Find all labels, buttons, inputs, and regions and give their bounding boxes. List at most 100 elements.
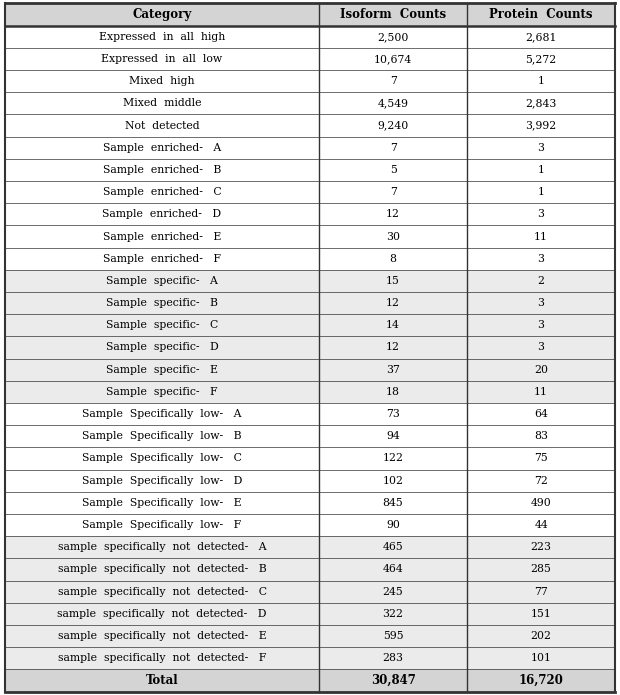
Bar — [319, 3, 467, 26]
Bar — [319, 225, 467, 247]
Text: Sample  specific-   D: Sample specific- D — [105, 343, 218, 352]
Text: sample  specifically  not  detected-   F: sample specifically not detected- F — [58, 653, 266, 663]
Text: Expressed  in  all  low: Expressed in all low — [102, 54, 223, 64]
Bar — [319, 70, 467, 92]
Text: 3: 3 — [538, 298, 544, 308]
Bar — [467, 647, 615, 669]
Text: sample  specifically  not  detected-   E: sample specifically not detected- E — [58, 631, 267, 641]
Text: 2: 2 — [538, 276, 544, 286]
Bar — [319, 203, 467, 225]
Bar — [467, 359, 615, 381]
Text: 7: 7 — [390, 76, 397, 86]
Text: 102: 102 — [383, 475, 404, 486]
Bar — [467, 603, 615, 625]
Text: 12: 12 — [386, 209, 400, 220]
Bar — [467, 558, 615, 580]
Text: Sample  Specifically  low-   D: Sample Specifically low- D — [82, 475, 242, 486]
Bar — [319, 425, 467, 448]
Text: Sample  enriched-   C: Sample enriched- C — [103, 187, 221, 197]
Bar — [467, 225, 615, 247]
Bar — [467, 336, 615, 359]
Text: 1: 1 — [538, 165, 544, 175]
Bar — [5, 669, 319, 692]
Bar — [467, 203, 615, 225]
Text: 490: 490 — [531, 498, 551, 508]
Bar — [467, 26, 615, 48]
Bar — [5, 536, 319, 558]
Text: 14: 14 — [386, 320, 400, 330]
Text: 223: 223 — [531, 542, 552, 553]
Bar — [467, 3, 615, 26]
Bar — [5, 425, 319, 448]
Bar — [5, 580, 319, 603]
Text: 322: 322 — [383, 609, 404, 619]
Text: 90: 90 — [386, 520, 400, 530]
Bar — [319, 292, 467, 314]
Bar — [5, 470, 319, 492]
Text: 1: 1 — [538, 187, 544, 197]
Bar — [5, 137, 319, 159]
Bar — [5, 48, 319, 70]
Bar — [467, 492, 615, 514]
Text: Sample  specific-   E: Sample specific- E — [106, 365, 218, 375]
Bar — [319, 448, 467, 470]
Bar — [467, 92, 615, 115]
Text: 464: 464 — [383, 564, 404, 575]
Bar — [319, 492, 467, 514]
Bar — [467, 115, 615, 137]
Bar — [319, 137, 467, 159]
Text: 37: 37 — [386, 365, 400, 375]
Text: 3: 3 — [538, 209, 544, 220]
Text: Mixed  high: Mixed high — [130, 76, 195, 86]
Bar — [5, 381, 319, 403]
Text: 15: 15 — [386, 276, 400, 286]
Text: Sample  Specifically  low-   F: Sample Specifically low- F — [82, 520, 242, 530]
Text: sample  specifically  not  detected-   B: sample specifically not detected- B — [58, 564, 267, 575]
Text: 9,240: 9,240 — [378, 120, 409, 131]
Bar — [5, 203, 319, 225]
Text: 64: 64 — [534, 409, 548, 419]
Text: 12: 12 — [386, 298, 400, 308]
Text: Total: Total — [146, 674, 179, 687]
Bar — [467, 514, 615, 536]
Bar — [467, 247, 615, 270]
Text: Category: Category — [133, 8, 192, 21]
Bar — [467, 425, 615, 448]
Bar — [5, 70, 319, 92]
Text: Sample  Specifically  low-   E: Sample Specifically low- E — [82, 498, 242, 508]
Bar — [5, 3, 319, 26]
Text: 101: 101 — [531, 653, 552, 663]
Text: 2,681: 2,681 — [525, 32, 557, 42]
Bar — [319, 580, 467, 603]
Text: 8: 8 — [389, 254, 397, 263]
Text: 94: 94 — [386, 432, 400, 441]
Text: 73: 73 — [386, 409, 400, 419]
Bar — [467, 625, 615, 647]
Bar — [467, 292, 615, 314]
Bar — [5, 492, 319, 514]
Bar — [5, 26, 319, 48]
Text: Sample  enriched-   B: Sample enriched- B — [103, 165, 221, 175]
Text: 595: 595 — [383, 631, 404, 641]
Text: Sample  specific-   F: Sample specific- F — [106, 387, 218, 397]
Bar — [467, 580, 615, 603]
Bar — [319, 359, 467, 381]
Bar — [467, 181, 615, 203]
Text: Expressed  in  all  high: Expressed in all high — [99, 32, 225, 42]
Text: 4,549: 4,549 — [378, 99, 409, 108]
Bar — [319, 115, 467, 137]
Text: 1: 1 — [538, 76, 544, 86]
Text: Protein  Counts: Protein Counts — [489, 8, 593, 21]
Bar — [5, 558, 319, 580]
Text: Not  detected: Not detected — [125, 120, 200, 131]
Bar — [5, 159, 319, 181]
Text: 5,272: 5,272 — [525, 54, 557, 64]
Text: 12: 12 — [386, 343, 400, 352]
Text: Sample  Specifically  low-   C: Sample Specifically low- C — [82, 453, 242, 464]
Text: Sample  specific-   C: Sample specific- C — [106, 320, 218, 330]
Bar — [319, 647, 467, 669]
Bar — [467, 448, 615, 470]
Text: 151: 151 — [531, 609, 552, 619]
Text: 2,843: 2,843 — [525, 99, 557, 108]
Text: 10,674: 10,674 — [374, 54, 412, 64]
